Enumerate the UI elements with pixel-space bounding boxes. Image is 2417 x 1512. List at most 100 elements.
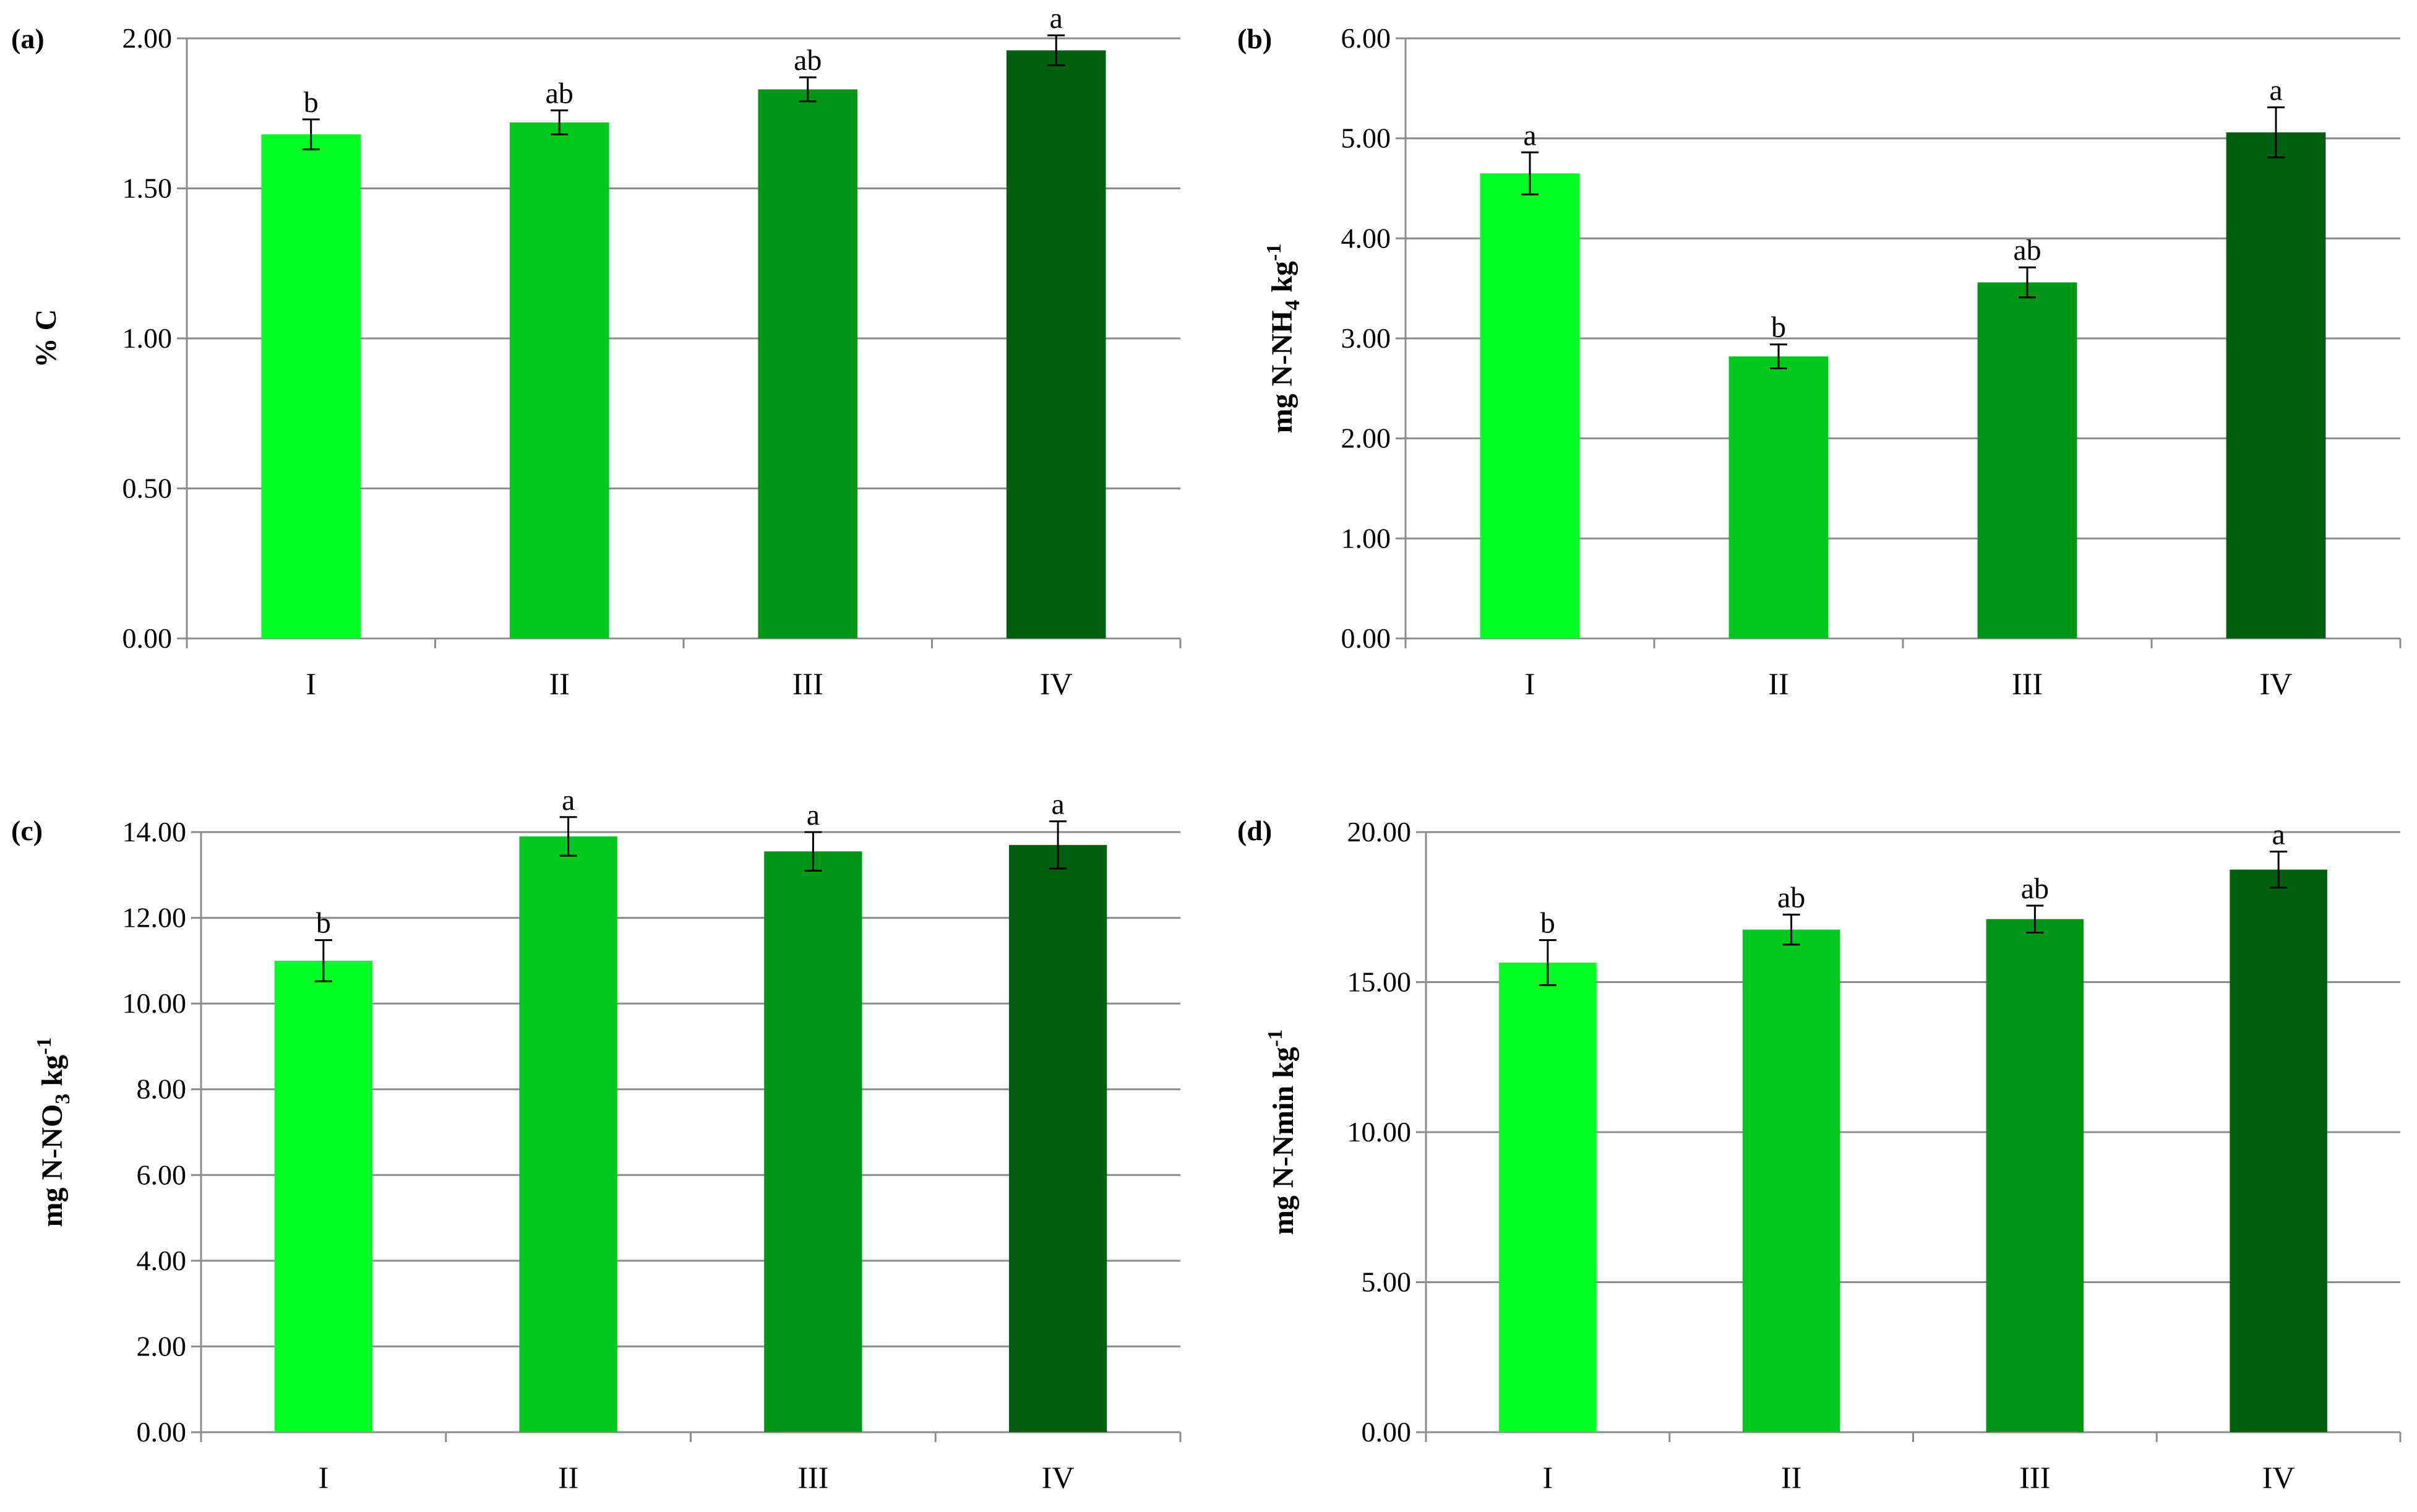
category-label: IV bbox=[1042, 1460, 1075, 1495]
significance-letter: ab bbox=[2021, 872, 2049, 905]
bar-iii bbox=[764, 851, 862, 1432]
category-label: IV bbox=[2260, 666, 2293, 701]
category-label: I bbox=[319, 1460, 329, 1495]
y-tick-label: 5.00 bbox=[1341, 122, 1391, 154]
y-tick-label: 10.00 bbox=[122, 987, 187, 1019]
y-tick-label: 15.00 bbox=[1347, 966, 1412, 998]
y-tick-label: 2.00 bbox=[1341, 423, 1391, 454]
y-tick-label: 6.00 bbox=[137, 1159, 187, 1190]
category-label: II bbox=[558, 1460, 578, 1495]
bar-i bbox=[274, 960, 373, 1432]
y-axis-label-part: mg N-Nmin kg bbox=[1267, 1047, 1300, 1235]
y-tick-label: 3.00 bbox=[1341, 322, 1391, 354]
y-axis-label-part: mg N-NH bbox=[1266, 311, 1299, 434]
panel-label: (a) bbox=[11, 23, 45, 54]
significance-letter: b bbox=[1771, 311, 1786, 344]
y-tick-label: 2.00 bbox=[122, 22, 173, 54]
bar-iv bbox=[1008, 844, 1107, 1432]
category-label: II bbox=[549, 666, 570, 701]
significance-letter: ab bbox=[2013, 234, 2041, 267]
category-label: II bbox=[1781, 1460, 1801, 1495]
category-label: III bbox=[797, 1460, 828, 1495]
y-tick-label: 0.00 bbox=[1341, 622, 1391, 654]
y-tick-label: 4.00 bbox=[1341, 222, 1391, 254]
y-axis-label-part: -1 bbox=[1263, 244, 1286, 261]
error-bar bbox=[2267, 106, 2285, 158]
category-label: I bbox=[1543, 1460, 1553, 1495]
significance-letter: a bbox=[807, 799, 820, 831]
significance-letter: a bbox=[2272, 818, 2285, 851]
y-tick-label: 5.00 bbox=[1362, 1266, 1412, 1298]
error-bar bbox=[2019, 266, 2036, 299]
significance-letter: b bbox=[304, 86, 319, 119]
bar-i bbox=[261, 134, 361, 638]
bar-i bbox=[1480, 173, 1580, 638]
panel-label: (d) bbox=[1237, 815, 1272, 846]
error-bar bbox=[1521, 151, 1539, 195]
error-bar bbox=[1049, 820, 1067, 870]
category-label: III bbox=[2012, 666, 2043, 701]
category-label: III bbox=[2019, 1460, 2050, 1495]
bar-ii bbox=[1728, 356, 1829, 638]
error-bar bbox=[559, 816, 577, 857]
bar-ii bbox=[1742, 929, 1840, 1432]
y-tick-label: 8.00 bbox=[137, 1073, 187, 1105]
y-tick-label: 2.00 bbox=[137, 1330, 187, 1362]
error-bar bbox=[1047, 34, 1065, 67]
significance-letter: a bbox=[562, 784, 575, 817]
y-tick-label: 12.00 bbox=[122, 902, 187, 934]
significance-letter: a bbox=[2269, 74, 2282, 107]
significance-letter: ab bbox=[546, 77, 573, 110]
significance-letter: b bbox=[316, 907, 331, 940]
error-bar bbox=[2270, 851, 2288, 889]
error-bar bbox=[1539, 939, 1556, 986]
significance-letter: a bbox=[1523, 119, 1536, 152]
bar-ii bbox=[509, 122, 609, 639]
bar-iii bbox=[1977, 282, 2077, 638]
y-tick-label: 14.00 bbox=[122, 816, 187, 848]
category-label: I bbox=[1525, 666, 1535, 701]
bar-iii bbox=[1986, 919, 2084, 1432]
significance-letter: ab bbox=[794, 44, 822, 77]
panel-label: (c) bbox=[11, 815, 43, 846]
y-tick-label: 20.00 bbox=[1347, 816, 1412, 848]
y-axis-label-part: kg bbox=[36, 1055, 69, 1094]
significance-letter: ab bbox=[1777, 881, 1805, 914]
category-label: IV bbox=[2262, 1460, 2295, 1495]
chart-panel-3: (d) 0.00 5.00 10.00 15.00 20.00 b Iab II ab III a IV… bbox=[1237, 815, 2402, 1495]
bar-iv bbox=[2226, 132, 2326, 638]
error-bar bbox=[551, 109, 569, 135]
bar-i bbox=[1499, 962, 1597, 1432]
y-tick-label: 0.50 bbox=[122, 473, 173, 504]
y-axis-label-part: mg N-NO bbox=[36, 1104, 69, 1227]
error-bar bbox=[2026, 904, 2044, 934]
y-axis-label-part: -1 bbox=[33, 1037, 56, 1055]
y-tick-label: 0.00 bbox=[122, 622, 173, 654]
y-axis-label: % C bbox=[30, 309, 62, 368]
y-axis-label: mg N-NO3 kg-1 bbox=[33, 1037, 74, 1227]
significance-letter: a bbox=[1051, 788, 1064, 821]
category-label: III bbox=[792, 666, 823, 701]
error-bar bbox=[302, 118, 320, 150]
bar-iv bbox=[1006, 50, 1106, 638]
error-bar bbox=[804, 831, 822, 872]
bar-ii bbox=[519, 836, 617, 1432]
significance-letter: a bbox=[1050, 2, 1063, 35]
y-axis-label: mg N-NH4 kg-1 bbox=[1263, 244, 1304, 434]
y-axis-label-part: kg bbox=[1266, 261, 1299, 300]
bar-iv bbox=[2230, 869, 2327, 1432]
category-label: II bbox=[1768, 666, 1788, 701]
y-tick-label: 0.00 bbox=[1362, 1416, 1412, 1448]
error-bar bbox=[799, 76, 817, 103]
y-axis-label-part: % C bbox=[30, 309, 62, 368]
y-tick-label: 1.00 bbox=[1341, 522, 1391, 554]
y-tick-label: 6.00 bbox=[1341, 22, 1391, 54]
y-tick-label: 10.00 bbox=[1347, 1116, 1412, 1148]
category-label: I bbox=[306, 666, 316, 701]
error-bar bbox=[1782, 913, 1800, 946]
y-tick-label: 4.00 bbox=[137, 1245, 187, 1276]
chart-panel-2: (c) 0.00 2.00 4.00 6.00 8.00 10.00 12.00 14.00 b I… bbox=[11, 784, 1182, 1495]
chart-panel-1: (b) 0.00 1.00 2.00 3.00 4.00 5.00 6.00 a Ib II ab II… bbox=[1237, 22, 2402, 701]
chart-panel-0: (a) 0.00 0.50 1.00 1.50 2.00 b Iab II ab III a IV % C bbox=[11, 2, 1182, 701]
